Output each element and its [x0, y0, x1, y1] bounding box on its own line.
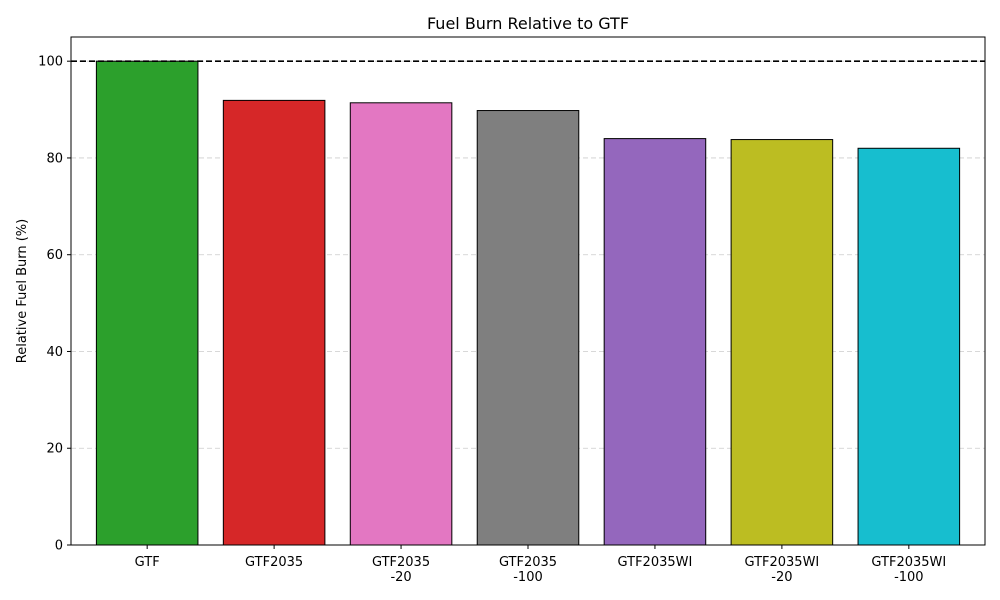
x-tick-label-line: -20 [390, 570, 411, 585]
x-tick-label-line: -20 [771, 570, 792, 585]
x-tick-label-line: GTF2035 [245, 555, 303, 570]
x-tick-label-line: -100 [513, 570, 543, 585]
y-tick-label: 20 [46, 442, 63, 457]
bar [95, 60, 199, 546]
x-tick-label-line: GTF2035 [372, 555, 430, 570]
x-tick-label: GTF2035 [245, 555, 303, 570]
bars-layer [95, 60, 961, 546]
x-tick-label-line: GTF2035WI [744, 555, 819, 570]
bar [349, 102, 453, 546]
bar [222, 99, 326, 546]
x-tick-label: GTF2035WI -100 [871, 555, 946, 585]
x-tick-label: GTF2035 -100 [499, 555, 557, 585]
y-tick-label: 100 [38, 55, 63, 70]
y-axis-label: Relative Fuel Burn (%) [15, 219, 30, 363]
y-tick-label: 0 [55, 539, 63, 554]
x-tick-label-line: -100 [894, 570, 924, 585]
bar [730, 139, 834, 546]
x-tick-label-line: GTF2035WI [871, 555, 946, 570]
y-tick-label: 60 [46, 248, 63, 263]
x-tick-label-line: GTF2035WI [618, 555, 693, 570]
bar [603, 138, 707, 546]
y-tick-label: 40 [46, 345, 63, 360]
x-tick-label: GTF2035WI [618, 555, 693, 570]
x-tick-label: GTF2035WI -20 [744, 555, 819, 585]
x-tick-label-line: GTF [135, 555, 160, 570]
bar [857, 147, 961, 546]
chart-title: Fuel Burn Relative to GTF [427, 14, 629, 33]
x-tick-label-line: GTF2035 [499, 555, 557, 570]
bar [476, 110, 580, 546]
y-tick-label: 80 [46, 151, 63, 166]
x-tick-label: GTF [135, 555, 160, 570]
x-tick-label: GTF2035 -20 [372, 555, 430, 585]
